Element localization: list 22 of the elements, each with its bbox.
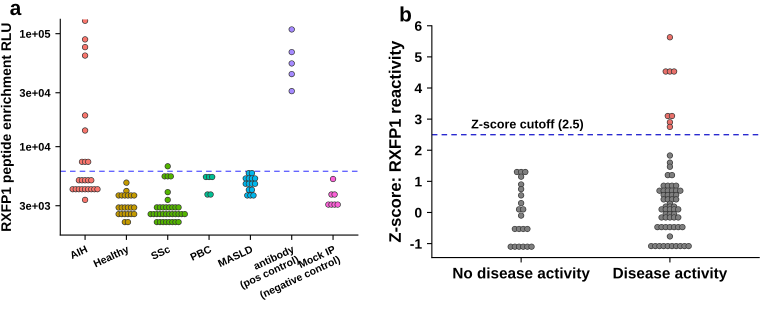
x-tick-label: PBC <box>190 245 212 261</box>
y-tick-label: 4 <box>414 83 422 94</box>
y-tick-label: 1e+05 <box>20 30 50 38</box>
x-tick-label: No disease activity <box>453 267 590 282</box>
y-tick-label: 1 <box>415 176 422 186</box>
y-axis-title: RXFP1 peptide enrichment RLU <box>0 23 14 231</box>
y-tick-label: -1 <box>410 239 422 249</box>
y-tick-label: 0 <box>414 208 422 218</box>
x-tick-label: Disease activity <box>614 267 728 282</box>
y-tick-label: 3 <box>414 114 422 124</box>
y-tick-label: 3e+04 <box>20 89 50 97</box>
ref-line-label: Z-score cutoff (2.5) <box>472 119 584 131</box>
text: a <box>10 4 22 16</box>
y-tick-label: 1e+04 <box>20 142 50 151</box>
y-tick-label: 6 <box>414 21 422 31</box>
text: b <box>400 6 411 22</box>
x-tick-label: AIH <box>69 245 88 260</box>
y-tick-label: 2 <box>414 146 422 156</box>
y-axis-title: Z-score: RXFP1 reactivity <box>388 40 404 242</box>
y-tick-label: 5 <box>414 52 422 62</box>
x-tick-label: SSc <box>150 245 171 260</box>
y-tick-label: 3e+03 <box>20 202 50 210</box>
